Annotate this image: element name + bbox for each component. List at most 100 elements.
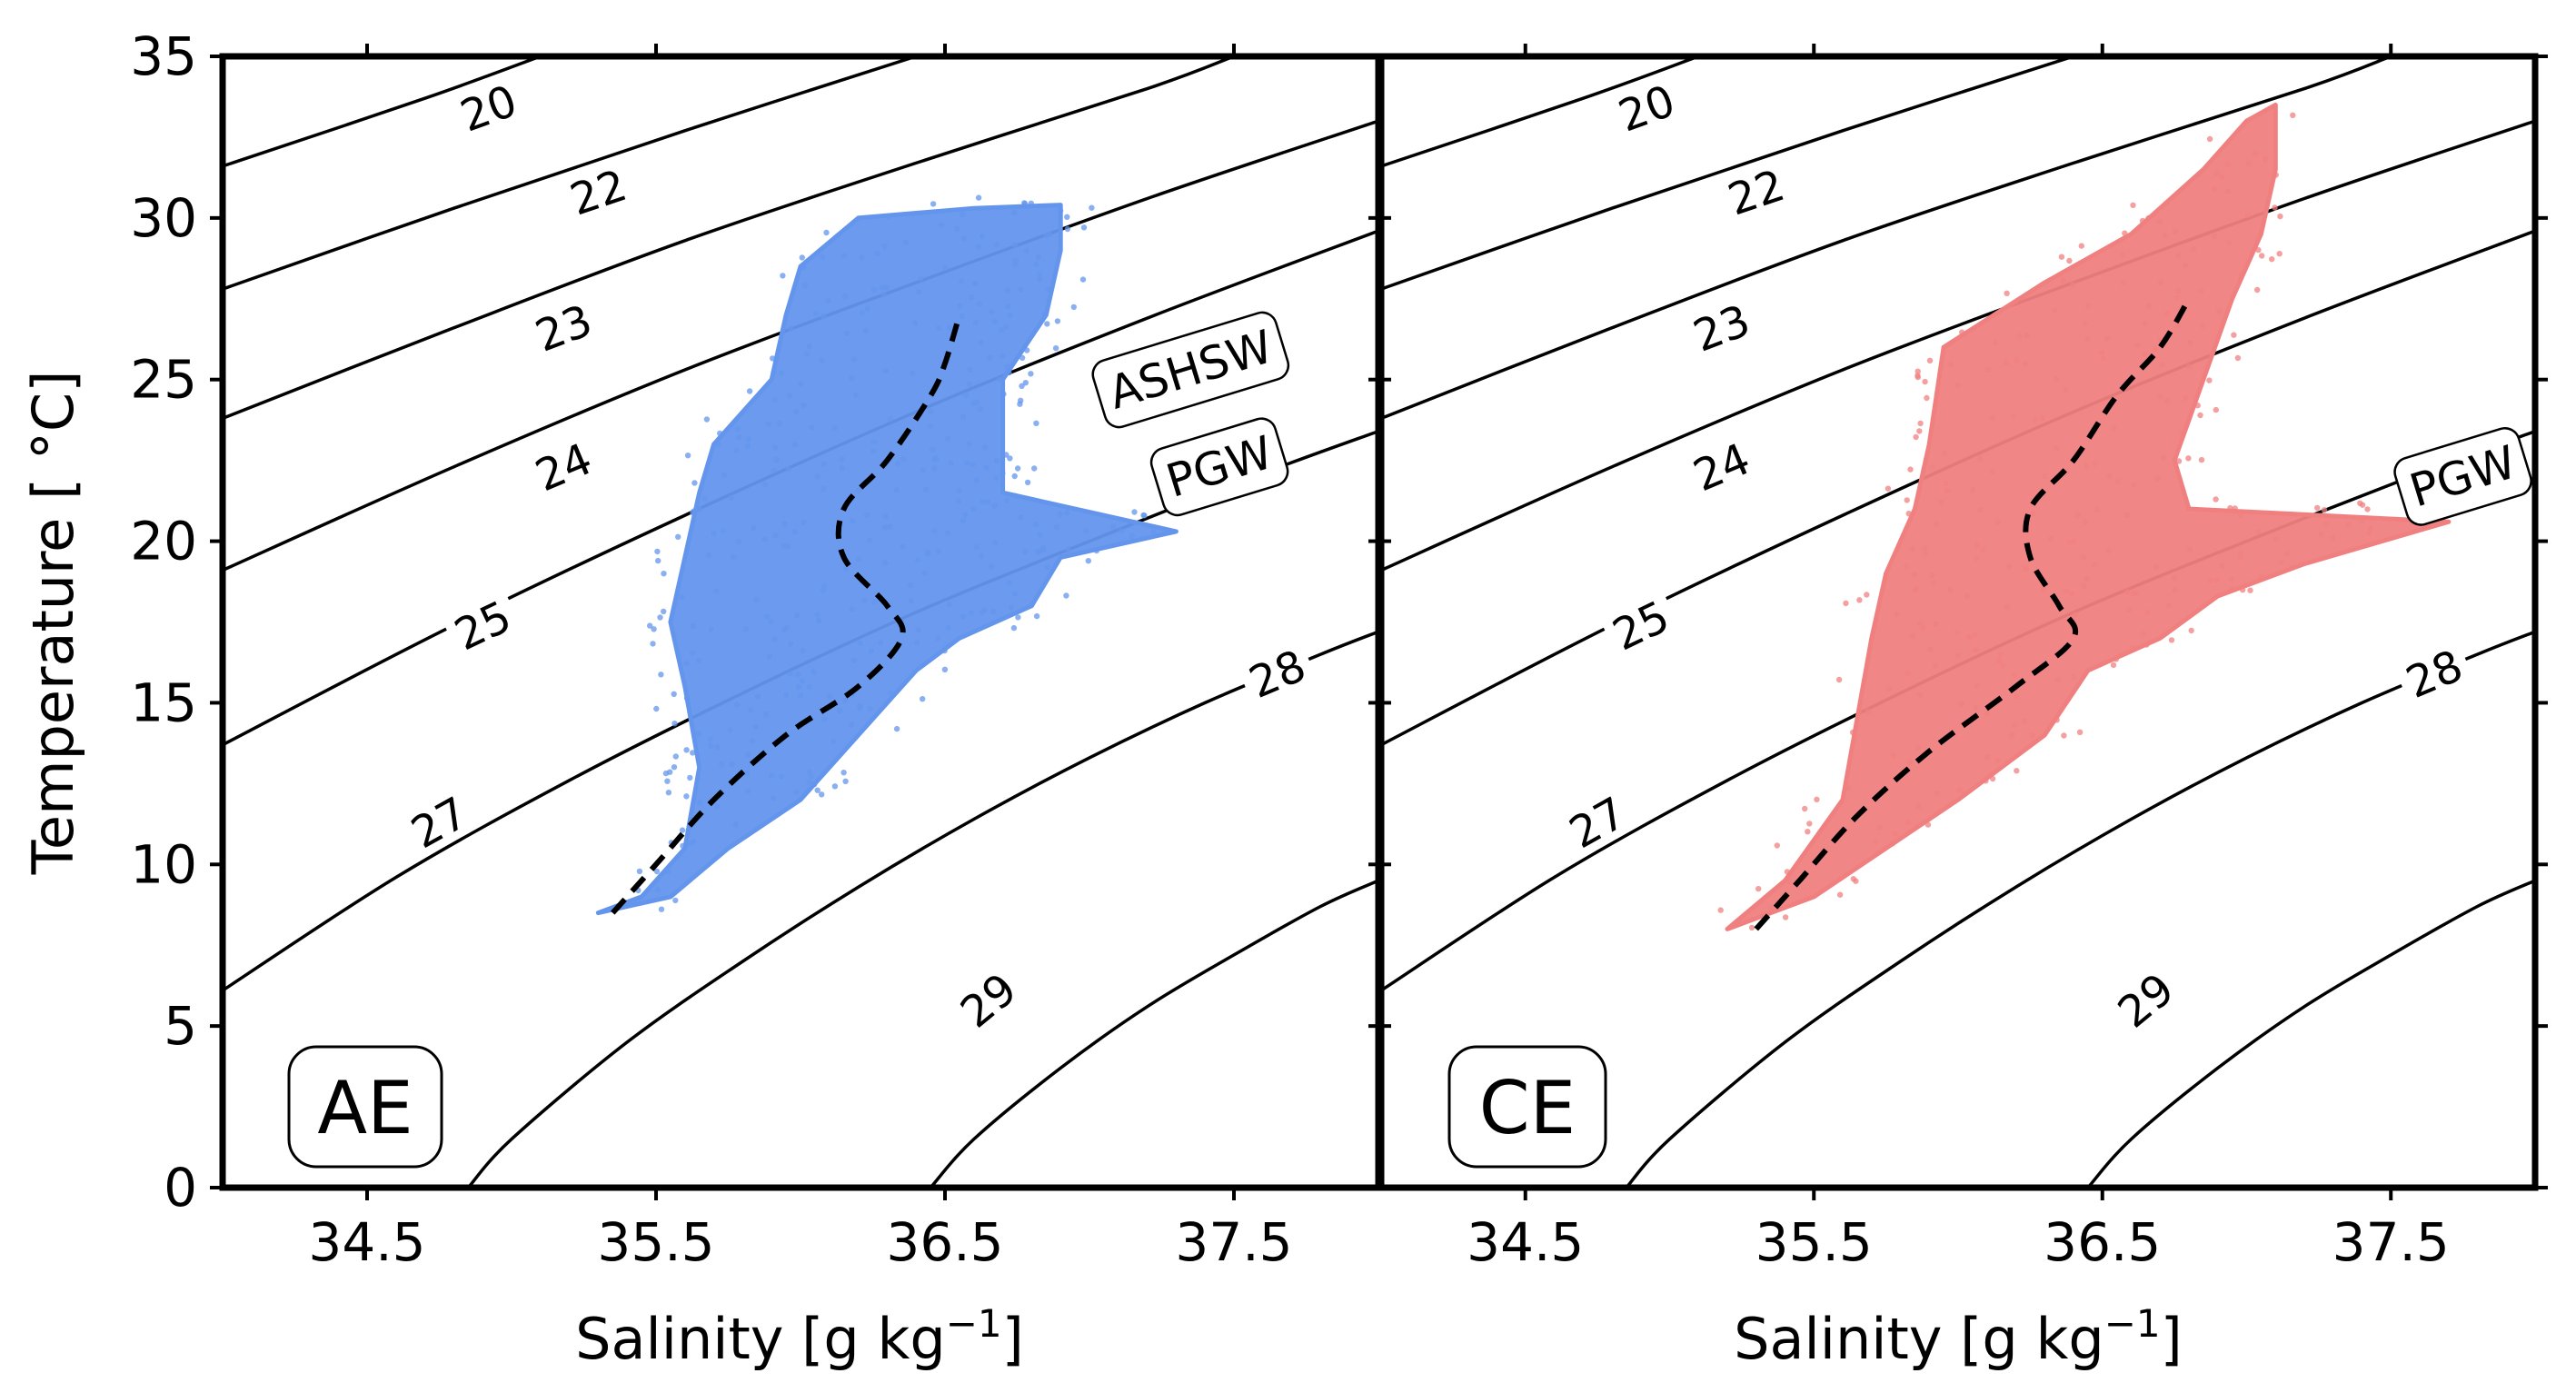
profile-point [690,510,696,516]
isopycnal-label-20: 20 [1605,70,1687,143]
profile-point [679,827,686,833]
profile-point [785,466,791,473]
profile-point [930,201,937,207]
profile-point [2224,188,2231,194]
profile-point [2237,550,2244,556]
profile-point [859,310,866,316]
profile-point [1890,752,1896,759]
profile-point [973,477,980,483]
profile-point [938,222,945,228]
profile-point [2153,563,2160,571]
profile-point [976,301,982,307]
profile-point [978,339,984,345]
profile-point [1012,257,1019,264]
profile-point [653,868,661,875]
profile-point [2063,587,2070,594]
profile-point [887,523,893,530]
profile-point [2016,333,2023,340]
profile-point [2290,112,2296,118]
profile-point [1000,470,1006,477]
profile-point [1997,652,2004,658]
profile-point [691,480,698,486]
profile-point [910,370,916,376]
ae-panel-label: AE [317,1066,413,1150]
water-mass-label-ashsw: ASHSW [1091,311,1290,429]
profile-point [852,392,860,399]
profile-point [864,305,870,312]
isopycnal-label-27: 27 [1554,781,1639,861]
profile-point [763,613,770,620]
profile-point [1000,391,1007,397]
profile-point [2255,246,2262,254]
profile-point [2106,473,2113,480]
isopycnal-28 [466,630,1378,1188]
profile-point [788,641,794,647]
profile-point [2047,536,2054,542]
profile-point [2213,496,2219,502]
profile-point [801,519,807,525]
profile-point [800,648,806,654]
profile-point [697,799,703,806]
y-tick-label: 10 [130,833,197,895]
profile-point [766,653,772,660]
profile-point [1954,382,1961,389]
profile-point [942,264,949,271]
profile-point [1054,318,1061,324]
profile-point [959,313,965,320]
profile-point [1814,796,1820,802]
profile-point [793,408,800,415]
profile-point [1974,542,1981,548]
isopycnal-28 [1625,630,2535,1188]
profile-point [977,405,984,413]
isopycnal-label-text: 29 [2109,963,2184,1038]
profile-point [1915,744,1921,751]
profile-point [1011,591,1019,597]
profile-point [1836,891,1844,898]
profile-point [752,723,759,730]
profile-point [1971,647,1978,653]
profile-point [2084,303,2092,309]
profile-point [1782,914,1789,920]
profile-point [793,789,800,795]
profile-point [882,513,889,520]
profile-point [864,512,870,518]
profile-point [1915,802,1922,810]
profile-point [2084,336,2091,343]
profile-point [1008,604,1015,612]
profile-point [788,325,794,333]
profile-point [2126,606,2133,613]
isopycnal-label-text: 27 [403,788,477,860]
profile-point [2105,547,2112,554]
profile-point [2213,577,2220,583]
ae-panel-label-box: AE [287,1045,443,1169]
profile-point [2014,357,2020,363]
profile-point [2254,286,2261,294]
profile-point [2080,554,2086,561]
isopycnal-label-22: 22 [556,154,639,226]
profile-point [778,773,785,780]
profile-point [1041,311,1048,317]
profile-point [1022,548,1029,555]
profile-point [1876,824,1884,831]
profile-point [1943,480,1949,487]
profile-point [2130,644,2136,651]
profile-point [1065,546,1071,552]
profile-point [2074,512,2081,518]
axes-frame-ce [1378,53,2539,1191]
profile-point [1031,465,1038,472]
ce-panel-label: CE [1479,1066,1576,1150]
profile-point [2269,256,2275,263]
profile-cloud [595,203,1179,916]
profile-point [2082,320,2088,326]
profile-point [806,779,812,785]
profile-point [799,254,805,261]
profile-point [920,696,926,702]
profile-point [2092,460,2098,467]
profile-point [801,402,807,408]
profile-point [915,627,921,633]
profile-point [935,548,942,554]
profile-point [636,868,643,875]
profile-point [973,543,980,551]
profile-point [955,498,962,504]
profile-point [2157,279,2164,285]
